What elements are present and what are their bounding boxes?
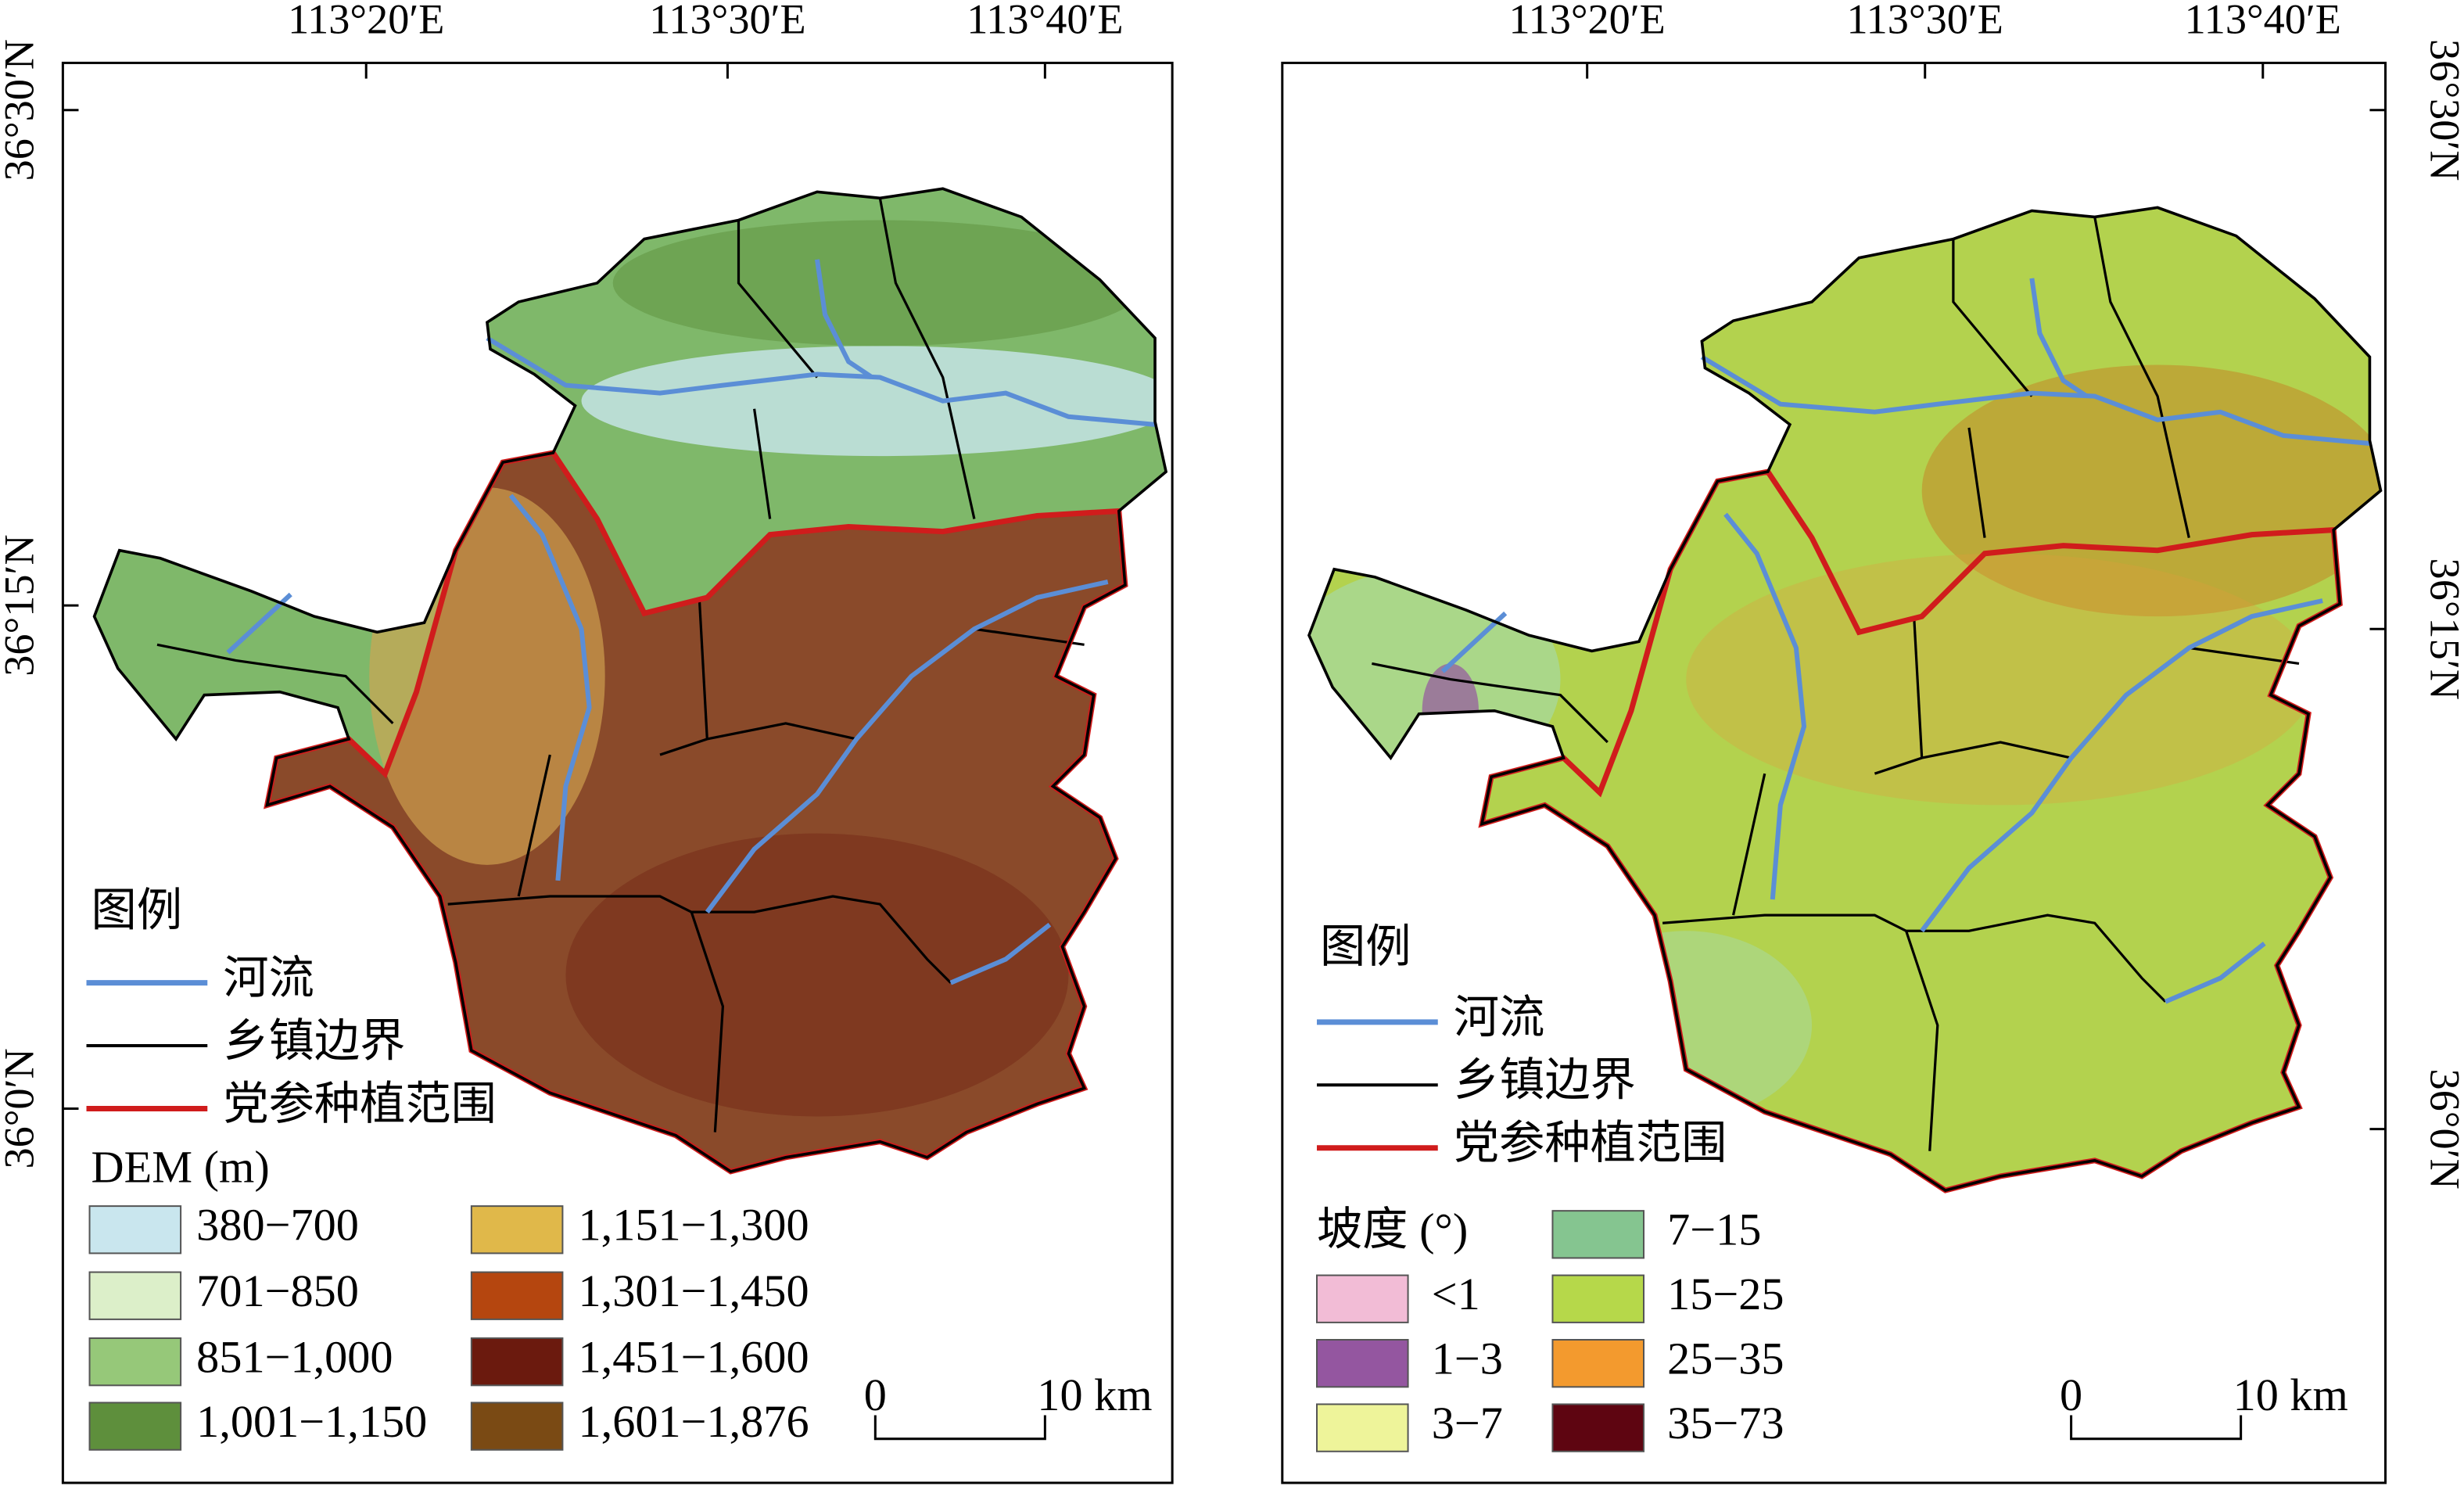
legend-class-label: 1,001−1,150	[196, 1396, 427, 1447]
legend-swatch	[1551, 1339, 1645, 1388]
legend-class-label: 15−25	[1667, 1269, 1784, 1319]
y-tick-label: 36°0′N	[0, 1048, 43, 1168]
x-tick-label: 113°20′E	[1509, 0, 1666, 43]
legend-swatch	[1551, 1274, 1645, 1323]
legend-swatch	[1551, 1403, 1645, 1452]
y-tick-label: 36°0′N	[2421, 1068, 2464, 1189]
legend-label: 乡镇边界	[223, 1015, 405, 1066]
legend-title: 图例	[1320, 921, 1411, 972]
scale-label: 0	[864, 1369, 887, 1420]
legend-swatch	[88, 1337, 182, 1387]
legend-swatch	[470, 1205, 564, 1254]
legend-swatch	[88, 1271, 182, 1320]
scale-bar	[2070, 1415, 2243, 1441]
legend-class-label: 35−73	[1667, 1398, 1784, 1448]
legend-class-label: 380−700	[196, 1200, 359, 1251]
legend-swatch	[470, 1337, 564, 1387]
legend-class-label: 25−35	[1667, 1333, 1784, 1384]
class-title: DEM (m)	[91, 1141, 270, 1192]
legend-class-label: 1,601−1,876	[579, 1396, 809, 1447]
dem-map	[95, 188, 1179, 1172]
x-tick-label: 113°40′E	[2185, 0, 2341, 43]
legend-swatch	[1316, 1403, 1409, 1452]
legend-class-label: 7−15	[1667, 1204, 1761, 1255]
x-tick-label: 113°30′E	[649, 0, 805, 43]
scale-bar	[873, 1415, 1046, 1441]
class-title: 坡度 (°)	[1317, 1204, 1468, 1255]
legend-class-label: 851−1,000	[196, 1332, 393, 1383]
legend-swatch	[88, 1205, 182, 1254]
legend-class-label: 3−7	[1432, 1398, 1503, 1448]
legend-swatch	[470, 1271, 564, 1320]
scale-label: 10 km	[1037, 1369, 1152, 1420]
legend-class-label: 1,301−1,450	[579, 1265, 809, 1316]
legend-swatch	[1316, 1274, 1409, 1323]
frame	[1281, 61, 2387, 1484]
legend-swatch	[1316, 1339, 1409, 1388]
legend-class-label: 1,451−1,600	[579, 1332, 809, 1383]
legend-swatch	[470, 1402, 564, 1451]
legend-class-label: 1,151−1,300	[579, 1200, 809, 1251]
legend-swatch	[88, 1402, 182, 1451]
legend-swatch	[1551, 1210, 1645, 1259]
x-tick-label: 113°30′E	[1847, 0, 2003, 43]
legend-label: 河流	[223, 953, 314, 1003]
legend-class-label: 701−850	[196, 1265, 359, 1316]
legend-title: 图例	[91, 885, 183, 936]
x-tick-label: 113°40′E	[967, 0, 1123, 43]
legend-label: 党参种植范围	[1454, 1118, 1727, 1168]
y-tick-label: 36°30′N	[0, 39, 43, 181]
scale-label: 10 km	[2233, 1369, 2348, 1420]
y-tick-label: 36°15′N	[0, 534, 43, 676]
slope-map	[1278, 207, 2394, 1190]
y-tick-label: 36°15′N	[2421, 558, 2464, 700]
legend-label: 河流	[1454, 992, 1545, 1043]
legend-label: 乡镇边界	[1454, 1055, 1636, 1106]
legend-class-label: <1	[1432, 1269, 1480, 1319]
legend-label: 党参种植范围	[223, 1079, 497, 1129]
scale-label: 0	[2060, 1369, 2082, 1420]
y-tick-label: 36°30′N	[2421, 39, 2464, 181]
x-tick-label: 113°20′E	[288, 0, 444, 43]
legend-class-label: 1−3	[1432, 1333, 1503, 1384]
frame	[61, 61, 1174, 1484]
